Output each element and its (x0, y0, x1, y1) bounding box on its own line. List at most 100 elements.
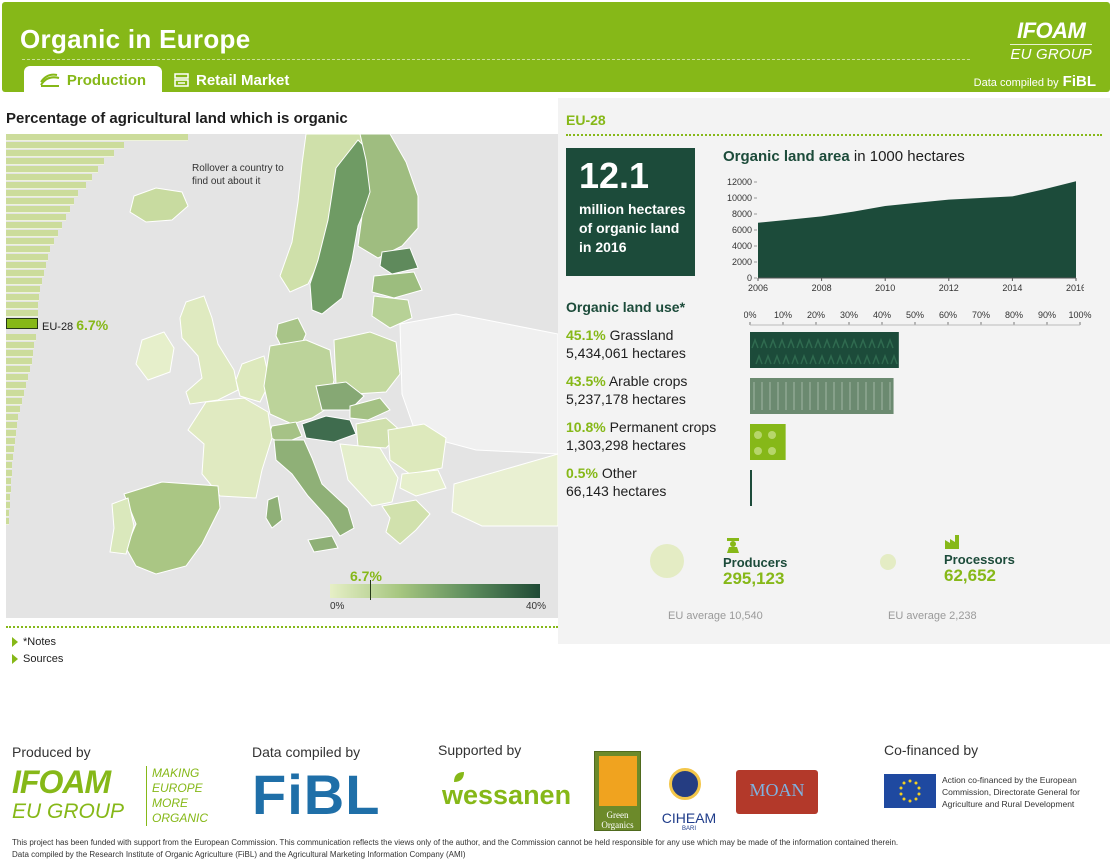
map-country-greece[interactable] (381, 499, 431, 545)
country-ranking-bars (6, 134, 206, 618)
map-country-czechia[interactable] (315, 381, 365, 411)
map-country-ireland[interactable] (135, 331, 175, 381)
country-bar[interactable] (6, 310, 38, 317)
map-country-spain[interactable] (123, 481, 221, 575)
country-bar[interactable] (6, 134, 188, 141)
map-country-italy[interactable] (273, 439, 355, 537)
notes-link-label: *Notes (23, 636, 57, 648)
grass-pattern (823, 337, 831, 349)
tab-production[interactable]: Production (24, 66, 162, 94)
map-country-romania[interactable] (387, 423, 447, 475)
country-bar[interactable] (6, 198, 74, 205)
map-country-benelux[interactable] (235, 355, 271, 403)
country-bar[interactable] (6, 222, 62, 229)
grass-pattern (814, 337, 822, 349)
country-bar[interactable] (6, 174, 92, 181)
country-bar[interactable] (6, 342, 34, 349)
eu-flag[interactable] (884, 774, 936, 808)
country-bar[interactable] (6, 358, 32, 365)
notes-link[interactable]: *Notes (12, 636, 56, 648)
country-bar[interactable] (6, 494, 10, 501)
sources-link[interactable]: Sources (12, 653, 63, 665)
map-region-balkans[interactable] (339, 443, 399, 507)
map-country-iceland[interactable] (129, 187, 189, 223)
country-bar[interactable] (6, 446, 14, 453)
country-bar[interactable] (6, 366, 30, 373)
country-bar[interactable] (6, 462, 12, 469)
map-country-uk[interactable] (179, 295, 239, 405)
map-country-sardinia[interactable] (265, 495, 283, 529)
map-country-austria[interactable] (301, 415, 357, 443)
map-country-slovakia[interactable] (349, 397, 391, 421)
country-bar[interactable] (6, 150, 114, 157)
country-bar[interactable] (6, 286, 40, 293)
country-bar[interactable] (6, 350, 33, 357)
country-bar[interactable] (6, 502, 10, 509)
scale-min-label: 0% (330, 601, 345, 612)
grass-pattern (769, 337, 777, 349)
map-country-sicily[interactable] (307, 535, 339, 553)
country-bar[interactable] (6, 278, 42, 285)
country-bar[interactable] (6, 294, 39, 301)
compiled-by[interactable]: Data compiled by FiBL (974, 73, 1096, 90)
country-bar[interactable] (6, 478, 11, 485)
eu-average-bar[interactable] (6, 318, 38, 329)
map-country-estonia[interactable] (379, 247, 419, 275)
pct-tick-label: 50% (906, 310, 924, 320)
ifoam-logo[interactable]: IFOAM EU GROUP (1010, 18, 1092, 63)
country-bar[interactable] (6, 438, 15, 445)
map-country-lithuania[interactable] (371, 295, 413, 329)
map-country-portugal[interactable] (109, 497, 135, 555)
grass-pattern (809, 353, 817, 365)
processors-circle (880, 554, 896, 570)
supported-by-label: Supported by (438, 742, 522, 758)
country-bar[interactable] (6, 262, 46, 269)
country-bar[interactable] (6, 302, 38, 309)
country-bar[interactable] (6, 430, 16, 437)
fibl-footer-logo[interactable]: FiBL (252, 763, 381, 826)
country-bar[interactable] (6, 374, 28, 381)
ifoam-footer-logo[interactable]: IFOAM EU GROUP MAKING EUROPE MORE ORGANI… (12, 764, 208, 826)
country-bar[interactable] (6, 254, 48, 261)
country-bar[interactable] (6, 238, 54, 245)
ciheam-logo[interactable]: CIHEAM BARI (656, 766, 722, 832)
country-bar[interactable] (6, 166, 98, 173)
country-bar[interactable] (6, 470, 12, 477)
country-bar[interactable] (6, 510, 9, 517)
country-bar[interactable] (6, 230, 58, 237)
moan-logo[interactable]: MOAN (736, 770, 818, 814)
ifoam-logo-line2: EU GROUP (1010, 44, 1092, 63)
country-bar[interactable] (6, 334, 36, 341)
country-bar[interactable] (6, 486, 11, 493)
country-bar[interactable] (6, 270, 44, 277)
green-organics-logo[interactable]: Green Organics (594, 751, 641, 831)
eu-cofinance-text: Action co-financed by the European Commi… (942, 775, 1080, 809)
producers-label: Producers (723, 555, 788, 570)
map-country-latvia[interactable] (371, 271, 423, 299)
country-bar[interactable] (6, 454, 13, 461)
grass-pattern (859, 337, 867, 349)
map-country-france[interactable] (187, 397, 273, 499)
map-country-germany[interactable] (263, 339, 335, 425)
country-bar[interactable] (6, 406, 20, 413)
country-bar[interactable] (6, 246, 50, 253)
producers-value: 295,123 (723, 569, 785, 588)
country-bar[interactable] (6, 214, 66, 221)
country-bar[interactable] (6, 206, 70, 213)
country-bar[interactable] (6, 182, 86, 189)
country-bar[interactable] (6, 518, 9, 525)
country-bar[interactable] (6, 190, 78, 197)
wessanen-logo[interactable]: wessanen (442, 770, 578, 814)
eu-average-label: EU-28 6.7% (42, 317, 108, 333)
map-country-bulgaria[interactable] (399, 469, 447, 497)
country-bar[interactable] (6, 422, 17, 429)
country-bar[interactable] (6, 142, 124, 149)
country-bar[interactable] (6, 398, 22, 405)
tab-retail-market[interactable]: Retail Market (174, 66, 289, 94)
country-bar[interactable] (6, 390, 24, 397)
fibl-logo-small: FiBL (1062, 73, 1096, 90)
country-bar[interactable] (6, 414, 18, 421)
country-bar[interactable] (6, 382, 26, 389)
country-bar[interactable] (6, 158, 104, 165)
y-tick-label: 12000 (727, 177, 752, 187)
